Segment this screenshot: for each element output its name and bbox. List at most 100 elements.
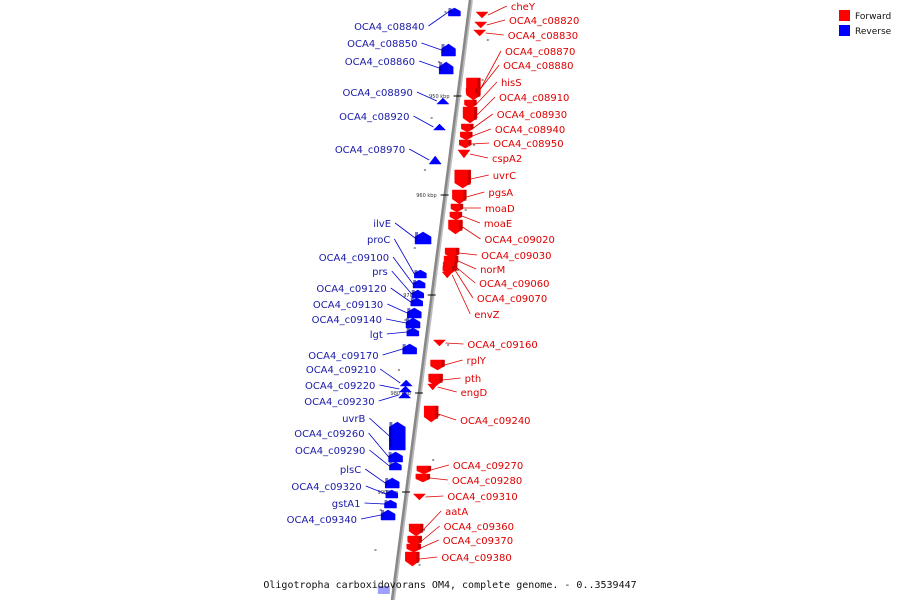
forward-gene-label: uvrC <box>493 171 516 182</box>
gene-shade <box>427 466 431 471</box>
gene-shade <box>459 204 463 209</box>
gene-features <box>377 7 489 594</box>
forward-gene-block <box>473 29 487 37</box>
gene-shade <box>414 270 418 275</box>
reverse-gene-label: lgt <box>370 330 383 341</box>
gene-shade <box>406 328 410 333</box>
reverse-gene-label: OCA4_c09320 <box>291 482 361 493</box>
label-leader <box>476 96 496 116</box>
forward-gene-label: OCA4_c09240 <box>460 416 530 427</box>
reverse-gene-label: ilvE <box>373 219 391 230</box>
label-leader <box>470 174 489 180</box>
forward-gene-label: moaE <box>484 219 512 230</box>
forward-gene-label: OCA4_c08880 <box>503 61 573 72</box>
label-leader <box>485 32 504 36</box>
legend-forward-swatch <box>839 10 850 21</box>
label-leader <box>477 64 500 93</box>
forward-gene-block <box>457 149 471 159</box>
reverse-gene-label: OCA4_c08860 <box>345 57 415 68</box>
gene-shade <box>456 248 460 255</box>
forward-gene-label: OCA4_c09370 <box>443 536 513 547</box>
gene-shade <box>426 474 430 479</box>
reverse-gene-block <box>432 123 447 131</box>
label-leader <box>419 60 440 69</box>
forward-gene-label: envZ <box>474 310 499 321</box>
reverse-gene-block <box>398 391 412 399</box>
tick-label: 950 kbp <box>429 94 449 100</box>
forward-gene-label: OCA4_c09020 <box>484 235 554 246</box>
label-leader <box>421 42 442 51</box>
gene-labels: cheY OCA4_c08820 OCA4_c08830 OCA4_c08870 OCA… <box>287 2 580 564</box>
forward-gene-label: OCA4_c08830 <box>508 31 578 42</box>
forward-gene-label: norM <box>480 265 505 276</box>
reverse-gene-label: OCA4_c09120 <box>316 284 386 295</box>
label-leader <box>471 142 490 145</box>
label-leader <box>438 413 457 421</box>
reverse-gene-label: OCA4_c09100 <box>319 253 389 264</box>
gene-shade <box>410 298 414 303</box>
label-leader <box>421 525 440 542</box>
gene-shade <box>381 510 385 517</box>
gene-shade <box>388 452 392 459</box>
forward-gene-block <box>412 493 426 501</box>
gene-shade <box>458 212 462 217</box>
forward-gene-label: OCA4_c09060 <box>479 279 549 290</box>
label-leader <box>480 50 502 90</box>
forward-gene-label: cheY <box>511 2 536 13</box>
gene-shade <box>406 318 410 325</box>
label-leader <box>378 394 399 402</box>
reverse-gene-label: OCA4_c09290 <box>295 446 365 457</box>
reverse-gene-label: prs <box>372 267 388 278</box>
gene-shade <box>469 132 473 137</box>
gene-shade <box>470 124 474 129</box>
gene-shade <box>441 360 445 367</box>
forward-gene-label: OCA4_c08870 <box>505 47 575 58</box>
legend: Forward Reverse <box>839 10 892 37</box>
label-leader <box>457 260 477 270</box>
tick-label: 980 kbp <box>391 391 411 397</box>
reverse-gene-label: OCA4_c08890 <box>342 88 412 99</box>
label-leader <box>428 11 449 27</box>
gene-shade <box>389 422 393 447</box>
forward-gene-label: OCA4_c09030 <box>481 251 551 262</box>
gene-shade <box>435 406 439 419</box>
label-leader <box>379 384 400 390</box>
gene-shade <box>441 44 445 53</box>
forward-gene-label: aatA <box>445 507 468 518</box>
label-leader <box>387 303 408 314</box>
label-leader <box>445 342 464 345</box>
label-leader <box>386 331 407 335</box>
label-leader <box>461 215 481 224</box>
label-leader <box>420 539 439 549</box>
reverse-gene-block <box>377 586 390 594</box>
label-leader <box>459 252 478 256</box>
label-leader <box>369 449 390 467</box>
reverse-gene-label: OCA4_c09210 <box>306 365 376 376</box>
legend-forward-label: Forward <box>855 12 891 22</box>
label-leader <box>419 556 438 560</box>
gene-shade <box>468 140 472 145</box>
reverse-gene-label: proC <box>367 235 390 246</box>
label-leader <box>454 269 474 299</box>
label-leader <box>409 148 430 161</box>
forward-gene-block <box>427 383 439 391</box>
label-leader <box>416 91 438 102</box>
forward-gene-label: OCA4_c09270 <box>453 461 523 472</box>
label-leader <box>368 432 389 458</box>
forward-gene-block <box>474 21 488 29</box>
reverse-gene-label: OCA4_c09260 <box>294 429 364 440</box>
reverse-gene-block <box>436 97 450 105</box>
forward-gene-label: OCA4_c08950 <box>493 139 563 150</box>
reverse-gene-block <box>428 155 442 165</box>
label-leader <box>425 495 444 498</box>
label-leader <box>476 81 498 105</box>
forward-gene-label: rplY <box>467 356 487 367</box>
gene-shade <box>477 78 481 97</box>
forward-gene-block <box>475 11 489 19</box>
gene-shade <box>384 500 388 505</box>
forward-gene-label: cspA2 <box>492 154 522 165</box>
reverse-gene-label: OCA4_c09230 <box>304 397 374 408</box>
label-leader <box>430 464 450 471</box>
reverse-gene-block <box>399 379 413 387</box>
legend-reverse-label: Reverse <box>855 27 892 37</box>
